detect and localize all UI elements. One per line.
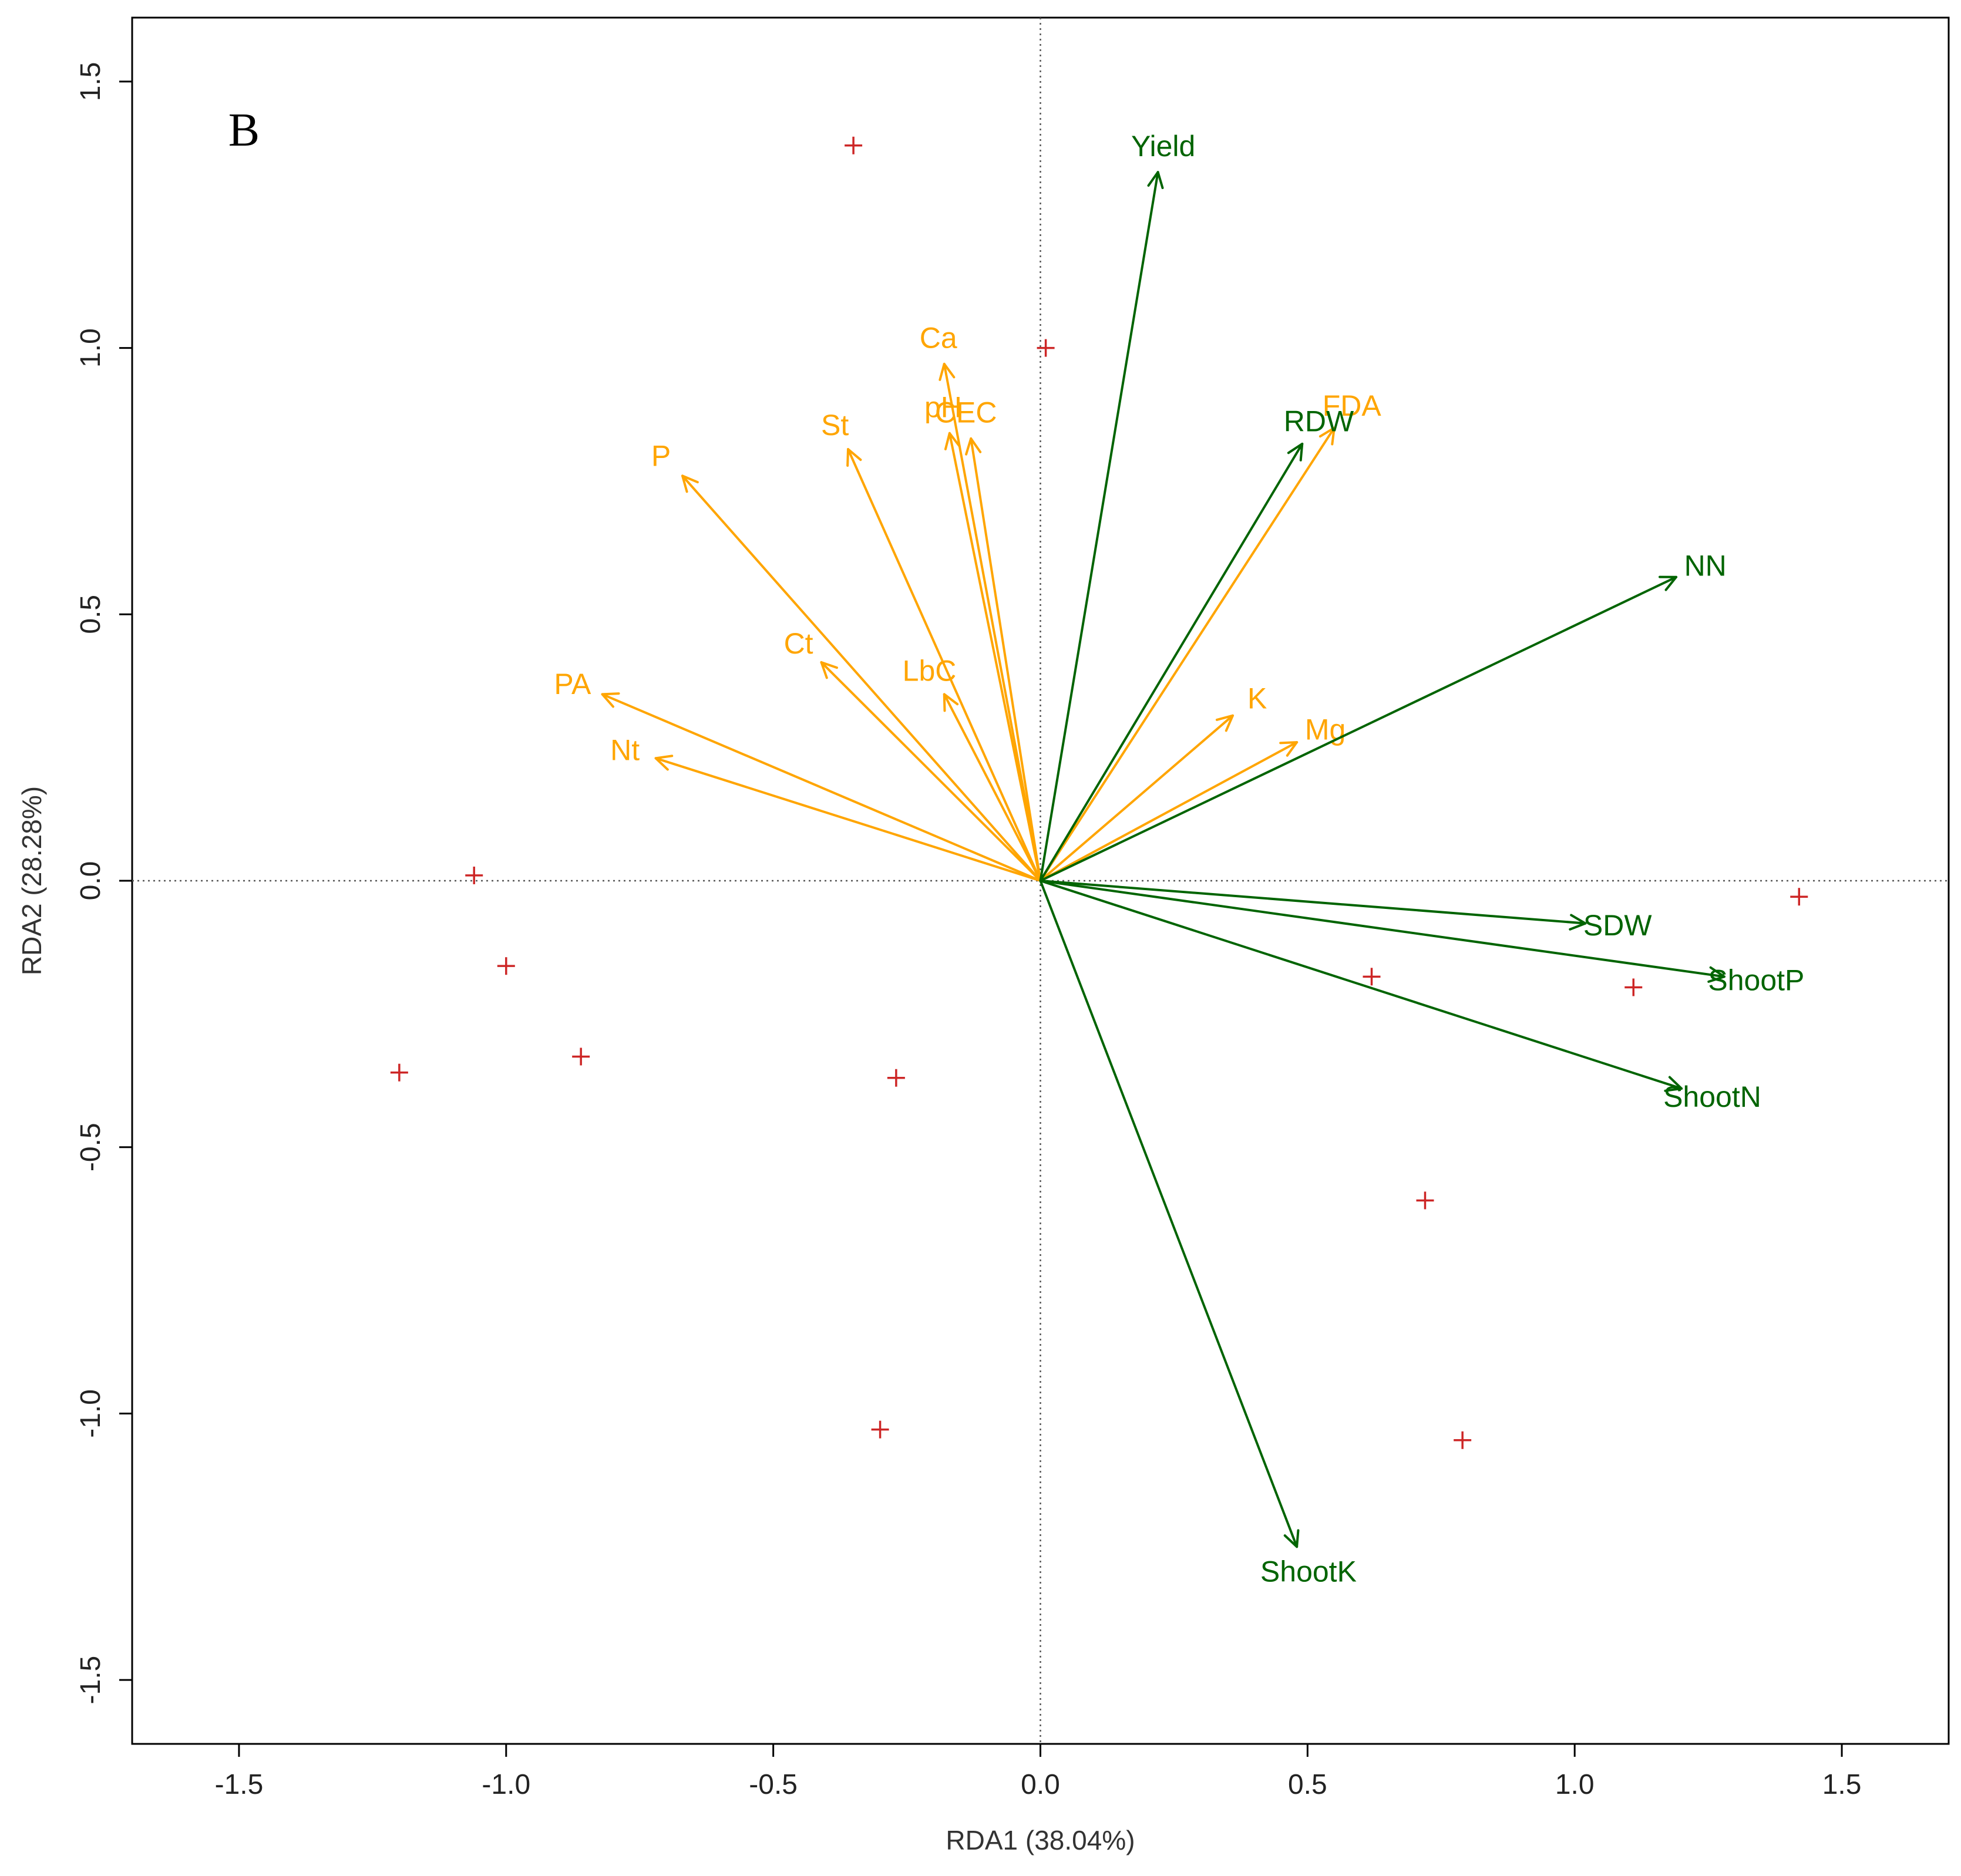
explanatory-vector-pa: PA bbox=[554, 668, 1042, 882]
site-point bbox=[390, 1063, 408, 1082]
site-points bbox=[390, 136, 1808, 1449]
explanatory-vector-label: Nt bbox=[610, 734, 640, 767]
explanatory-vector-label: Ct bbox=[784, 627, 813, 660]
explanatory-vector-cec: CEC bbox=[935, 396, 1042, 882]
explanatory-vector-ca: Ca bbox=[920, 322, 1042, 882]
site-point bbox=[845, 136, 863, 154]
explanatory-vector-k: K bbox=[1039, 682, 1267, 882]
y-tick-label: -1.5 bbox=[75, 1656, 106, 1705]
panel-label: B bbox=[228, 105, 260, 156]
site-point bbox=[572, 1048, 590, 1066]
y-axis-title: RDA2 (28.28%) bbox=[16, 786, 47, 975]
explanatory-vector-mg: Mg bbox=[1039, 713, 1346, 882]
explanatory-vector-ph: pH bbox=[924, 391, 1042, 882]
x-tick-label: 0.5 bbox=[1288, 1769, 1327, 1800]
y-tick-label: 1.5 bbox=[75, 62, 106, 102]
response-vector-shootn: ShootN bbox=[1039, 880, 1761, 1113]
explanatory-vector-ct: Ct bbox=[784, 627, 1042, 882]
explanatory-vector-label: LbC bbox=[903, 654, 957, 687]
response-vector-shootk: ShootK bbox=[1039, 880, 1357, 1588]
site-point bbox=[1454, 1431, 1472, 1449]
explanatory-vector-label: Ca bbox=[920, 322, 957, 355]
explanatory-vector-p: P bbox=[651, 440, 1042, 882]
response-vector-label: ShootN bbox=[1663, 1080, 1761, 1113]
site-point bbox=[887, 1069, 905, 1087]
response-vector-label: NN bbox=[1684, 549, 1727, 582]
y-tick-label: 1.0 bbox=[75, 328, 106, 368]
explanatory-vector-label: Mg bbox=[1305, 713, 1346, 746]
explanatory-vector-label: CEC bbox=[935, 396, 997, 429]
site-point bbox=[1037, 339, 1055, 357]
site-point bbox=[465, 866, 483, 884]
response-vector-shootp: ShootP bbox=[1039, 880, 1804, 997]
response-vector-label: ShootK bbox=[1260, 1555, 1357, 1588]
explanatory-vector-label: pH bbox=[924, 391, 962, 424]
x-tick-label: -0.5 bbox=[749, 1769, 798, 1800]
explanatory-vector-label: K bbox=[1247, 682, 1267, 715]
y-axis: -1.5 -1.0 -0.5 0.0 0.5 1.0 1.5 bbox=[75, 62, 132, 1705]
site-point bbox=[1416, 1191, 1434, 1210]
explanatory-vector-label: FDA bbox=[1323, 389, 1382, 422]
explanatory-vector-st: St bbox=[821, 409, 1042, 882]
x-axis: -1.5 -1.0 -0.5 0.0 0.5 1.0 1.5 bbox=[215, 1744, 1862, 1800]
response-vector-nn: NN bbox=[1039, 549, 1727, 882]
site-point bbox=[497, 957, 515, 975]
site-point bbox=[1624, 978, 1643, 996]
response-vector-rdw: RDW bbox=[1039, 405, 1354, 882]
x-tick-label: -1.0 bbox=[482, 1769, 530, 1800]
y-tick-label: -1.0 bbox=[75, 1389, 106, 1438]
explanatory-vector-label: St bbox=[821, 409, 849, 442]
explanatory-vector-lbc: LbC bbox=[903, 654, 1042, 882]
explanatory-vector-fda: FDA bbox=[1039, 389, 1382, 882]
response-vector-label: RDW bbox=[1284, 405, 1354, 437]
x-tick-label: 0.0 bbox=[1021, 1769, 1060, 1800]
x-tick-label: 1.5 bbox=[1822, 1769, 1862, 1800]
response-vector-sdw: SDW bbox=[1039, 880, 1652, 942]
response-vector-label: Yield bbox=[1131, 130, 1195, 163]
explanatory-vector-label: PA bbox=[554, 668, 591, 700]
site-point bbox=[1790, 888, 1808, 906]
y-tick-label: 0.0 bbox=[75, 861, 106, 901]
site-point bbox=[871, 1420, 889, 1439]
x-tick-label: 1.0 bbox=[1555, 1769, 1595, 1800]
site-point bbox=[1363, 968, 1381, 986]
explanatory-vector-nt: Nt bbox=[610, 734, 1042, 882]
x-axis-title: RDA1 (38.04%) bbox=[946, 1825, 1135, 1855]
y-tick-label: -0.5 bbox=[75, 1123, 106, 1171]
y-tick-label: 0.5 bbox=[75, 595, 106, 634]
x-tick-label: -1.5 bbox=[215, 1769, 264, 1800]
response-vector-label: ShootP bbox=[1708, 964, 1804, 997]
response-vector-yield: Yield bbox=[1039, 130, 1195, 882]
explanatory-vector-label: P bbox=[651, 440, 671, 473]
response-vector-label: SDW bbox=[1583, 909, 1652, 942]
